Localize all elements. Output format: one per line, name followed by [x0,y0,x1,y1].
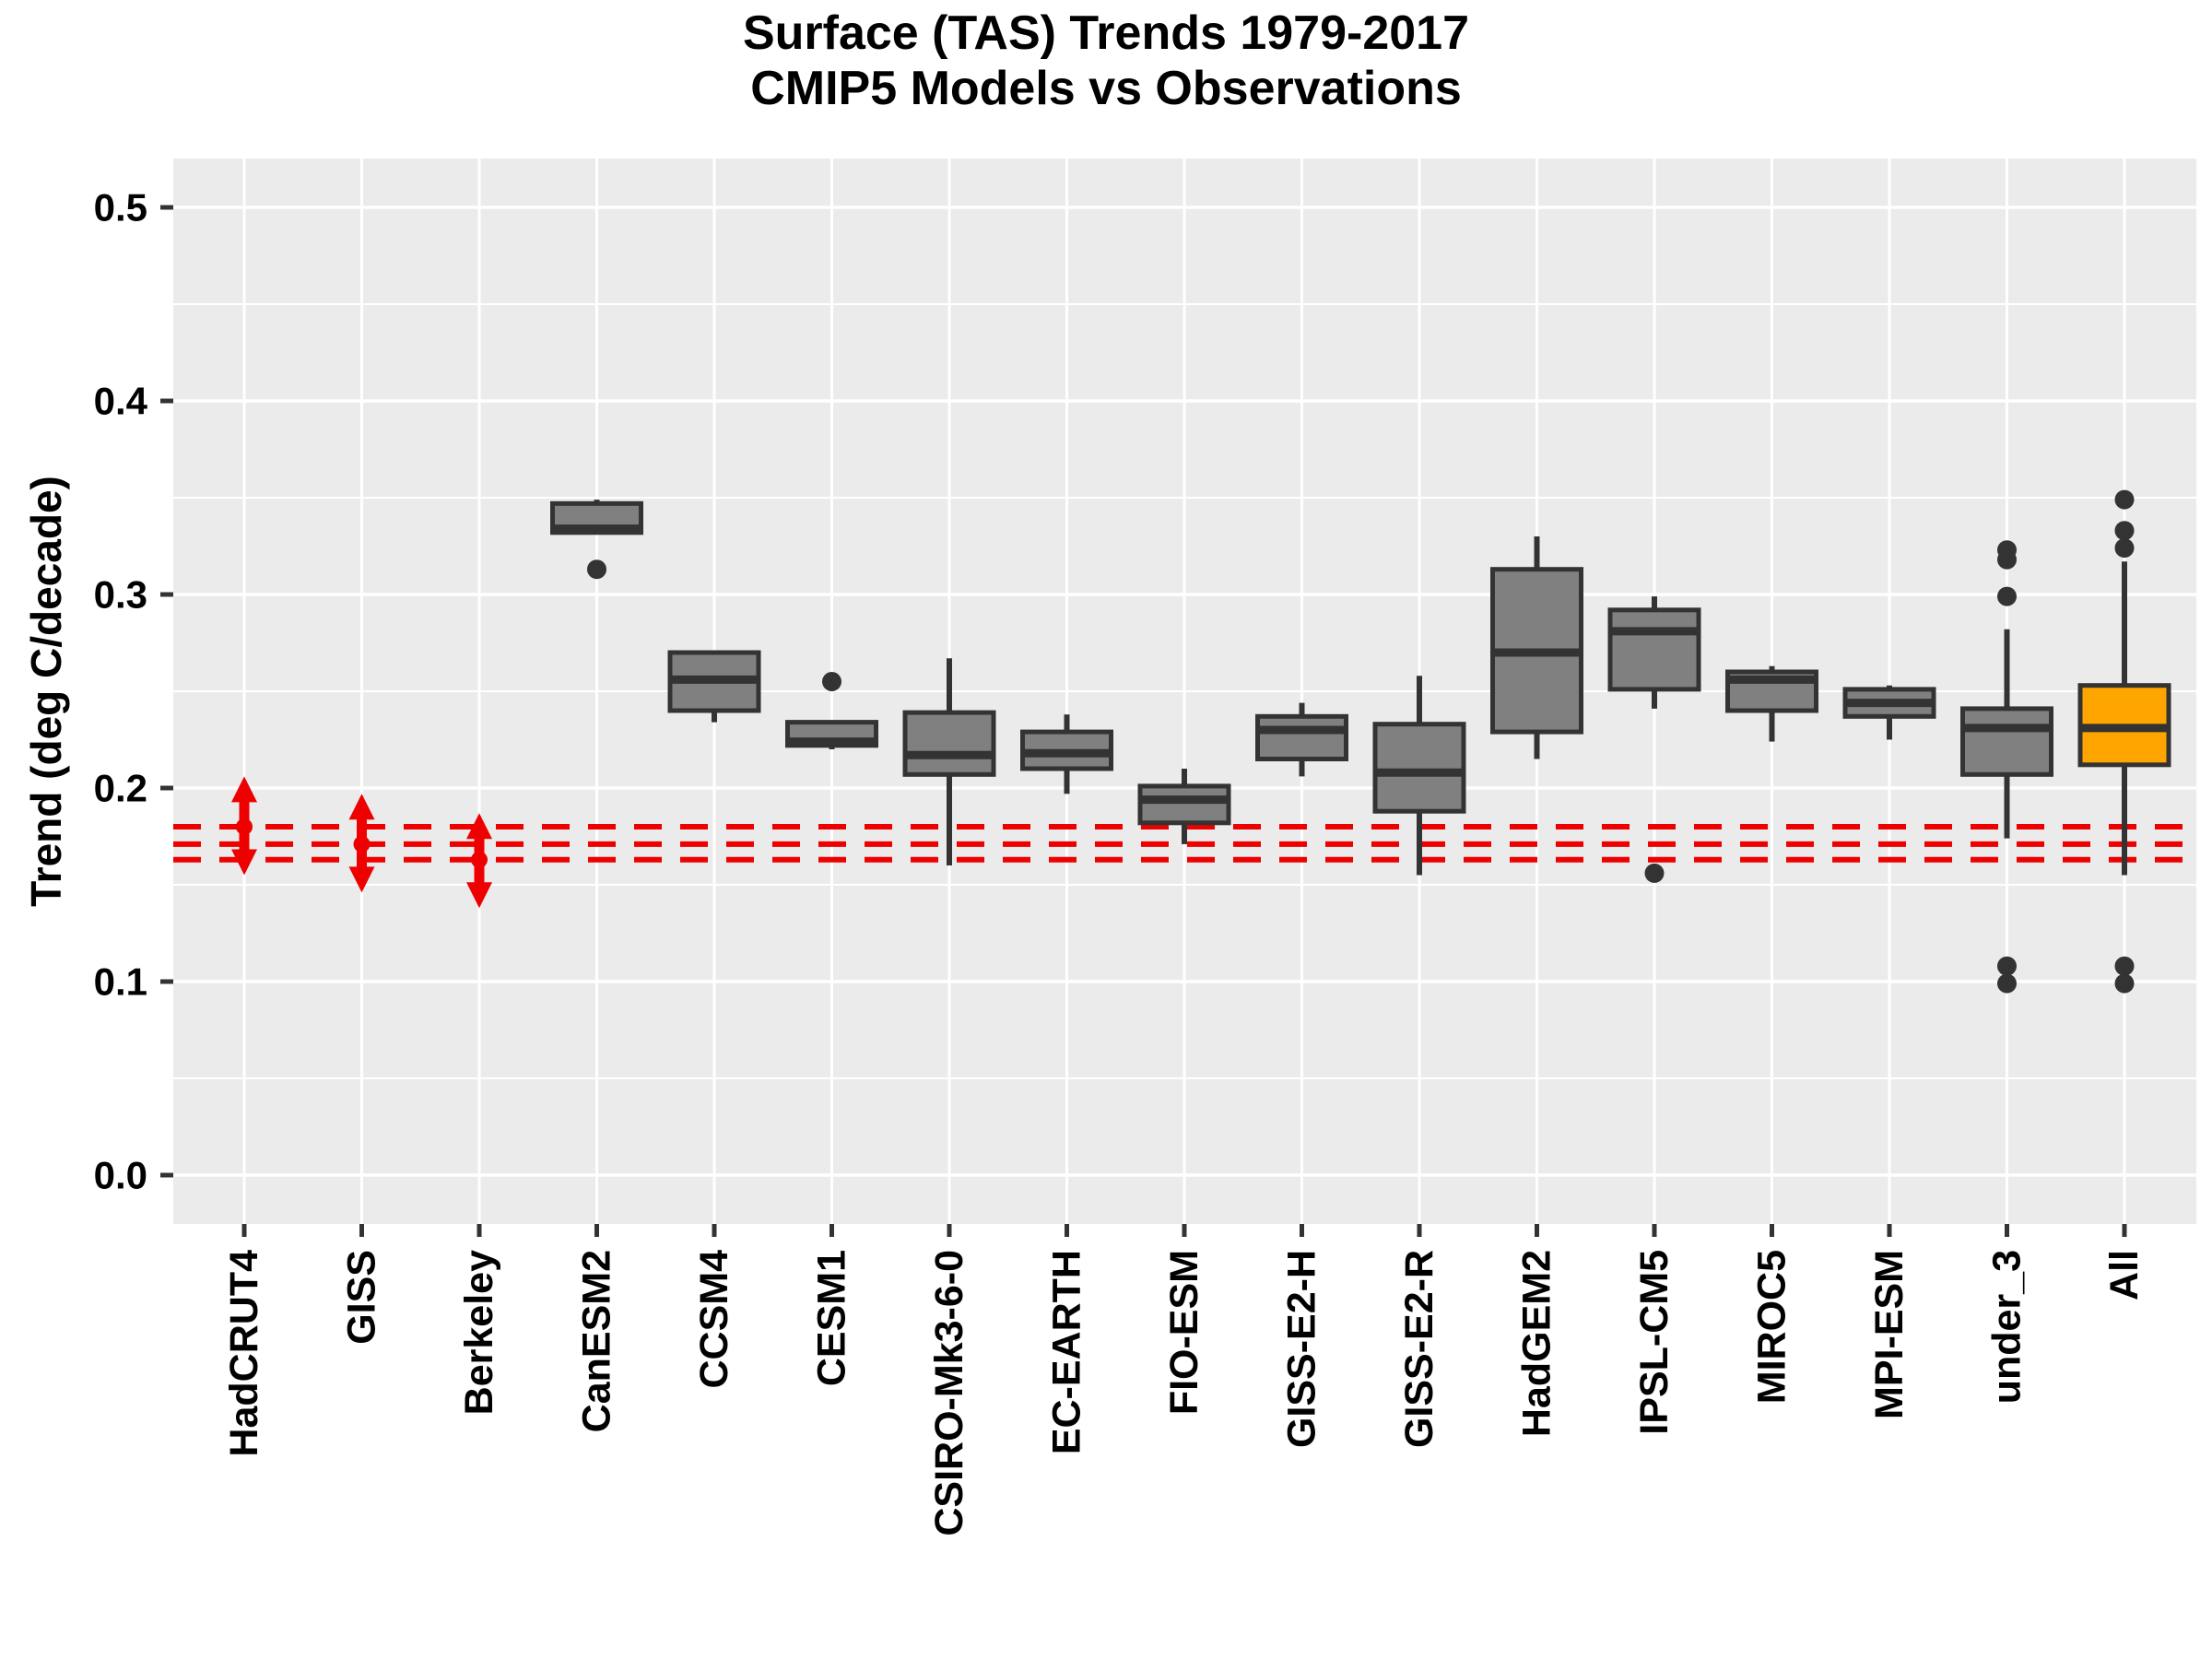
y-tick-label: 0.5 [94,186,147,229]
x-tick-label-MIROC5: MIROC5 [1750,1250,1794,1404]
y-axis-title: Trend (deg C/decade) [22,476,70,907]
y-tick-label: 0.3 [94,573,147,617]
obs-arrowhead-up [231,776,257,803]
x-tick-label-IPSL-CM5: IPSL-CM5 [1632,1250,1677,1435]
x-tick-label-GISS-E2-R: GISS-E2-R [1397,1250,1441,1448]
obs-arrowhead-down [348,866,375,893]
outlier-point [1997,973,2017,994]
box-under_3 [1960,706,2053,777]
y-tick-label: 0.4 [94,380,148,423]
x-tick-label-under_3: under_3 [1985,1250,2030,1404]
box-FIO-ESM [1137,783,1231,826]
x-tick-label-Berkeley: Berkeley [457,1250,501,1415]
obs-central-Berkeley [471,851,488,868]
outlier-point [1644,863,1665,883]
x-tick-label-CanESM2: CanESM2 [575,1250,619,1432]
x-tick-label-All: All [2102,1250,2147,1300]
x-tick-label-HadCRUT4: HadCRUT4 [222,1250,266,1457]
outlier-point [822,672,841,691]
x-tick-label-CCSM4: CCSM4 [692,1250,736,1389]
chart-title-line1: Surface (TAS) Trends 1979-2017 [742,6,1470,60]
x-tick-label-GISS: GISS [340,1250,384,1345]
box-GISS-E2-R [1372,722,1466,814]
chart-title-line2: CMIP5 Models vs Observations [750,62,1462,115]
y-tick-label: 0.0 [94,1154,147,1197]
x-tick-label-FIO-ESM: FIO-ESM [1162,1250,1206,1415]
obs-arrowhead-down [231,849,257,876]
box-IPSL-CM5 [1607,607,1701,692]
outlier-point [2114,489,2135,510]
x-tick-label-CESM1: CESM1 [810,1250,854,1386]
outlier-point [1997,549,2017,570]
chart-title: Surface (TAS) Trends 1979-2017 CMIP5 Mod… [0,6,2212,116]
obs-central-HadCRUT4 [236,818,253,835]
outlier-point [1997,956,2017,976]
outlier-point [587,559,606,580]
outlier-point [2114,973,2135,994]
y-tick-label: 0.2 [94,767,147,810]
box-CSIRO-Mk3-6-0 [902,710,996,777]
y-tick-label: 0.1 [94,960,147,1004]
x-tick-label-HadGEM2: HadGEM2 [1515,1250,1559,1437]
x-tick-label-MPI-ESM: MPI-ESM [1867,1250,1912,1419]
x-tick-label-EC-EARTH: EC-EARTH [1045,1250,1089,1454]
x-tick-label-CSIRO-Mk3-6-0: CSIRO-Mk3-6-0 [927,1250,971,1536]
box-GISS-E2-H [1255,713,1348,761]
outlier-point [1997,586,2017,606]
obs-central-GISS [353,835,371,853]
obs-arrowhead-up [466,813,492,840]
x-tick-label-GISS-E2-H: GISS-E2-H [1280,1250,1324,1448]
outlier-point [2114,521,2135,541]
outlier-point [2114,538,2135,559]
obs-arrowhead-down [466,882,492,909]
obs-arrowhead-up [348,794,375,820]
outlier-point [2114,956,2135,976]
